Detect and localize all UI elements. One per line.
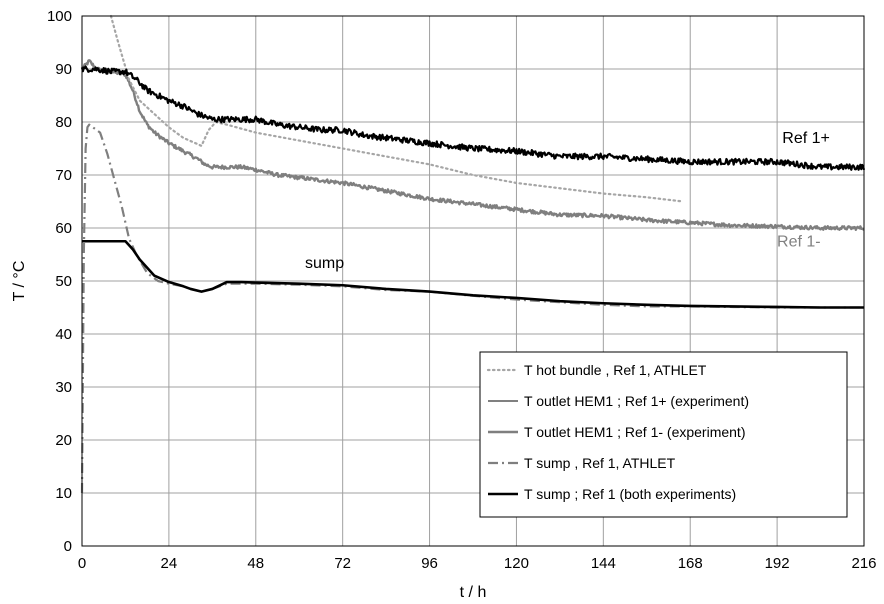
x-tick-label: 144: [591, 555, 616, 572]
tick-labels: 0 24 48 72 96 120 144 168 192 216 0 10 20 30 40 50 60 70 8…: [47, 8, 877, 572]
legend-box: [479, 351, 848, 518]
x-tick-label: 216: [851, 555, 876, 572]
annotation-label: Ref 1+: [782, 130, 830, 147]
x-axis-title: t / h: [460, 584, 487, 601]
x-tick-label: 72: [334, 555, 351, 572]
annotations: Ref 1+ Ref 1- sump: [305, 130, 830, 272]
y-tick-label: 50: [55, 273, 72, 290]
y-tick-label: 0: [64, 538, 72, 555]
y-tick-label: 10: [55, 485, 72, 502]
plot-frame: [81, 15, 865, 547]
legend-label: T outlet HEM1 ; Ref 1+ (experiment): [524, 393, 749, 409]
series-line-5: [82, 239, 864, 309]
series-line-2: [80, 65, 866, 171]
series-lines: [80, 14, 866, 494]
legend: T hot bundle , Ref 1, ATHLET T outlet HEM…: [479, 351, 848, 518]
y-tick-label: 30: [55, 379, 72, 396]
y-tick-label: 20: [55, 432, 72, 449]
y-axis-title: T / °C: [11, 261, 28, 302]
y-tick-label: 80: [55, 114, 72, 131]
x-tick-label: 0: [78, 555, 86, 572]
y-tick-label: 40: [55, 326, 72, 343]
x-tick-label: 168: [678, 555, 703, 572]
series-line-1: [109, 14, 685, 203]
y-tick-label: 90: [55, 61, 72, 78]
annotation-label: sump: [305, 255, 344, 272]
legend-label: T hot bundle , Ref 1, ATHLET: [524, 362, 707, 378]
x-tick-label: 120: [504, 555, 529, 572]
legend-label: T outlet HEM1 ; Ref 1- (experiment): [524, 424, 745, 440]
legend-label: T sump ; Ref 1 (both experiments): [524, 486, 736, 502]
y-tick-label: 70: [55, 167, 72, 184]
legend-label: T sump , Ref 1, ATHLET: [524, 455, 676, 471]
series-line-3: [81, 59, 865, 231]
x-tick-label: 48: [247, 555, 264, 572]
annotation-label: Ref 1-: [777, 234, 821, 251]
y-tick-label: 60: [55, 220, 72, 237]
x-tick-label: 96: [421, 555, 438, 572]
y-tick-label: 100: [47, 8, 72, 25]
x-tick-label: 192: [765, 555, 790, 572]
x-tick-label: 24: [161, 555, 178, 572]
